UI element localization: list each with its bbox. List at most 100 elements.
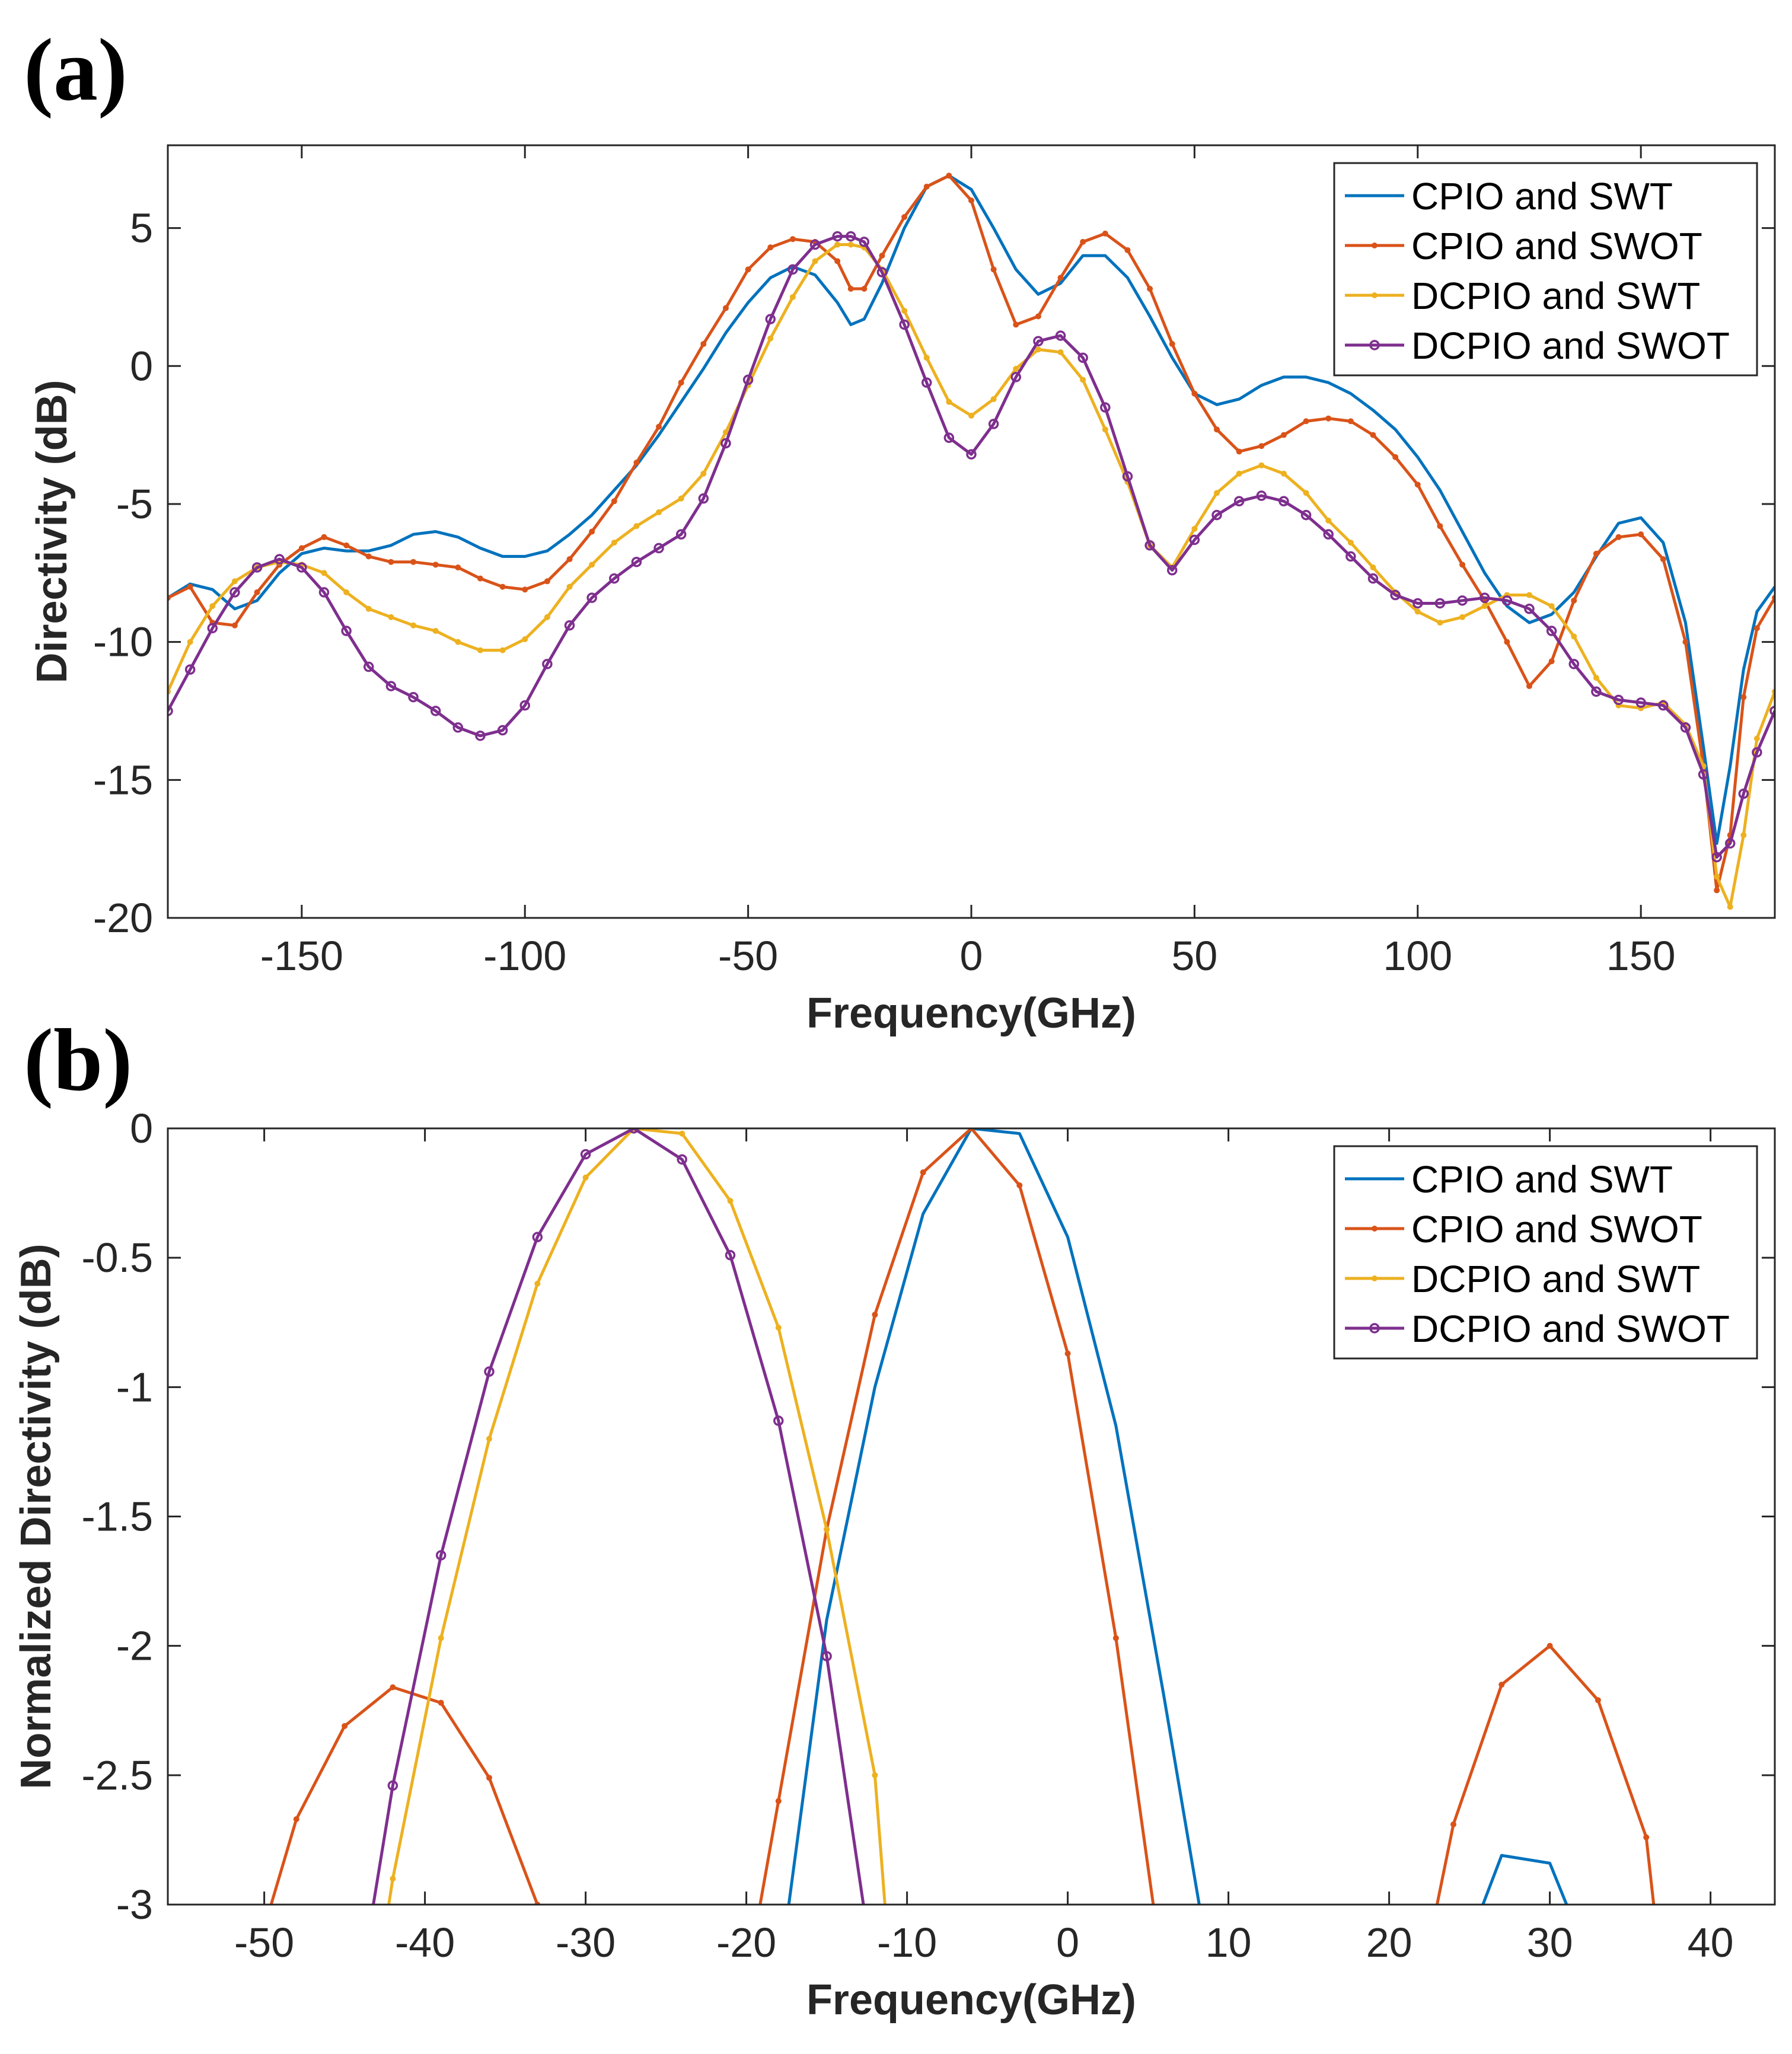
data-point bbox=[1593, 550, 1599, 557]
data-point bbox=[432, 628, 439, 634]
data-point bbox=[254, 589, 260, 595]
data-point bbox=[1615, 534, 1622, 540]
legend-marker bbox=[1372, 1275, 1378, 1281]
data-point bbox=[1437, 523, 1443, 530]
legend-marker bbox=[1372, 292, 1378, 298]
data-point bbox=[438, 1635, 444, 1641]
data-point bbox=[901, 213, 908, 220]
data-point bbox=[1278, 496, 1289, 507]
legend-label-dcpio-and-swt: DCPIO and SWT bbox=[1411, 275, 1700, 317]
data-point bbox=[1323, 529, 1334, 540]
data-point bbox=[435, 1550, 447, 1561]
data-point bbox=[231, 622, 238, 629]
y-tick-label: -0.5 bbox=[81, 1235, 153, 1281]
data-point bbox=[274, 554, 285, 564]
data-point bbox=[700, 470, 707, 477]
data-point bbox=[1769, 706, 1775, 716]
data-point bbox=[1300, 509, 1312, 521]
legend-label-cpio-and-swt: CPIO and SWT bbox=[1411, 1158, 1673, 1201]
data-point bbox=[168, 706, 173, 716]
data-point bbox=[609, 573, 620, 584]
data-point bbox=[1752, 747, 1762, 758]
legend-label-cpio-and-swot: CPIO and SWOT bbox=[1411, 1208, 1702, 1251]
data-point bbox=[342, 1723, 348, 1729]
y-tick-label: -15 bbox=[93, 757, 153, 803]
data-point bbox=[1546, 626, 1557, 636]
data-point bbox=[385, 681, 397, 691]
data-point bbox=[544, 614, 550, 620]
data-point bbox=[834, 241, 841, 248]
chart-a: -150 -100 -50 0 50 100 150-20-15-10-505Frequen… bbox=[28, 144, 1776, 1037]
data-point bbox=[789, 294, 796, 300]
data-point bbox=[611, 540, 617, 546]
data-point bbox=[497, 725, 508, 736]
legend-marker bbox=[1369, 1323, 1380, 1334]
x-tick-label: -150 bbox=[260, 933, 343, 979]
data-point bbox=[1547, 1642, 1553, 1649]
data-point bbox=[1035, 313, 1041, 320]
data-point bbox=[184, 664, 196, 675]
legend-box bbox=[1333, 1145, 1758, 1360]
series-line-cpio-and-swt bbox=[787, 1128, 1201, 1905]
data-point bbox=[1682, 639, 1689, 645]
data-point bbox=[1124, 247, 1131, 253]
data-point bbox=[1191, 525, 1198, 532]
panel-b-label: (b) bbox=[24, 1011, 132, 1109]
data-point bbox=[1450, 1821, 1456, 1827]
data-point bbox=[789, 236, 796, 243]
data-point bbox=[679, 1130, 685, 1137]
data-point bbox=[1571, 597, 1577, 604]
series-line-dcpio-and-swot bbox=[168, 235, 1775, 859]
data-point bbox=[1392, 454, 1399, 460]
data-point bbox=[1501, 595, 1513, 606]
data-point bbox=[293, 1816, 299, 1823]
data-point bbox=[1437, 620, 1443, 626]
data-point bbox=[1414, 481, 1421, 488]
x-tick-label: 40 bbox=[1688, 1919, 1734, 1966]
data-point bbox=[499, 647, 506, 653]
data-point bbox=[946, 398, 952, 405]
data-point bbox=[1112, 1635, 1119, 1641]
data-point bbox=[611, 498, 617, 505]
data-point bbox=[775, 1324, 782, 1331]
data-point bbox=[1102, 230, 1108, 237]
data-point bbox=[1459, 614, 1466, 620]
data-point bbox=[321, 534, 327, 540]
data-point bbox=[438, 1699, 444, 1706]
data-point bbox=[1010, 372, 1022, 382]
data-point bbox=[455, 564, 461, 570]
series-line-dcpio-and-swot bbox=[372, 1128, 865, 1905]
plot-frame bbox=[167, 144, 1776, 919]
data-point bbox=[1122, 471, 1133, 482]
data-point bbox=[923, 183, 930, 190]
x-tick-label: 100 bbox=[1383, 933, 1452, 979]
data-point bbox=[410, 622, 417, 629]
data-point bbox=[720, 438, 731, 449]
data-point bbox=[486, 1436, 492, 1442]
x-tick-label: -50 bbox=[234, 1919, 294, 1966]
data-point bbox=[872, 1312, 878, 1318]
data-point bbox=[1591, 686, 1602, 697]
data-point bbox=[675, 529, 687, 540]
data-point bbox=[1303, 490, 1309, 496]
x-tick-label: -100 bbox=[483, 933, 566, 979]
legend: CPIO and SWT CPIO and SWOT DCPIO and SWT DC… bbox=[1333, 162, 1758, 377]
y-tick-label: -1 bbox=[116, 1364, 153, 1410]
data-point bbox=[968, 197, 974, 204]
x-tick-label: 0 bbox=[1056, 1919, 1079, 1966]
legend-label-dcpio-and-swt: DCPIO and SWT bbox=[1411, 1258, 1700, 1300]
x-tick-label: 10 bbox=[1206, 1919, 1252, 1966]
data-point bbox=[318, 587, 330, 598]
y-axis-label: Directivity (dB) bbox=[28, 379, 76, 683]
legend-label-cpio-and-swot: CPIO and SWOT bbox=[1411, 225, 1702, 267]
data-point bbox=[872, 1772, 878, 1778]
data-point bbox=[722, 429, 729, 435]
data-point bbox=[343, 589, 350, 595]
data-point bbox=[1753, 735, 1760, 742]
data-point bbox=[187, 583, 193, 590]
data-point bbox=[1367, 573, 1379, 584]
data-point bbox=[1593, 675, 1599, 681]
data-point bbox=[1658, 700, 1669, 711]
data-point bbox=[1714, 873, 1720, 880]
legend: CPIO and SWT CPIO and SWOT DCPIO and SWT DC… bbox=[1333, 1145, 1758, 1360]
